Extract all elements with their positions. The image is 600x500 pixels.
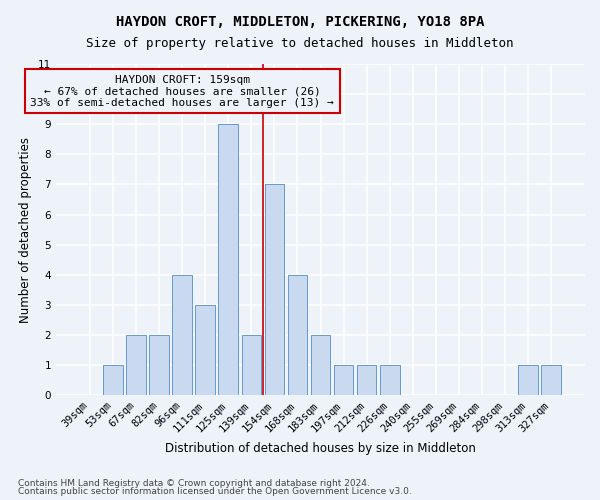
Bar (218, 124, 238, 395)
Bar (541, 365, 561, 395)
Bar (126, 335, 146, 395)
Text: Contains public sector information licensed under the Open Government Licence v3: Contains public sector information licen… (18, 487, 412, 496)
Bar (311, 335, 331, 395)
Bar (287, 275, 307, 395)
Bar (172, 275, 192, 395)
Bar (380, 365, 400, 395)
Bar (265, 184, 284, 395)
Bar (518, 365, 538, 395)
Bar (196, 305, 215, 395)
Text: HAYDON CROFT, MIDDLETON, PICKERING, YO18 8PA: HAYDON CROFT, MIDDLETON, PICKERING, YO18… (116, 15, 484, 29)
Text: HAYDON CROFT: 159sqm
← 67% of detached houses are smaller (26)
33% of semi-detac: HAYDON CROFT: 159sqm ← 67% of detached h… (30, 74, 334, 108)
Y-axis label: Number of detached properties: Number of detached properties (19, 136, 32, 322)
X-axis label: Distribution of detached houses by size in Middleton: Distribution of detached houses by size … (165, 442, 476, 455)
Bar (103, 365, 123, 395)
Text: Size of property relative to detached houses in Middleton: Size of property relative to detached ho… (86, 38, 514, 51)
Bar (149, 335, 169, 395)
Bar (357, 365, 376, 395)
Text: Contains HM Land Registry data © Crown copyright and database right 2024.: Contains HM Land Registry data © Crown c… (18, 478, 370, 488)
Bar (242, 335, 261, 395)
Bar (334, 365, 353, 395)
